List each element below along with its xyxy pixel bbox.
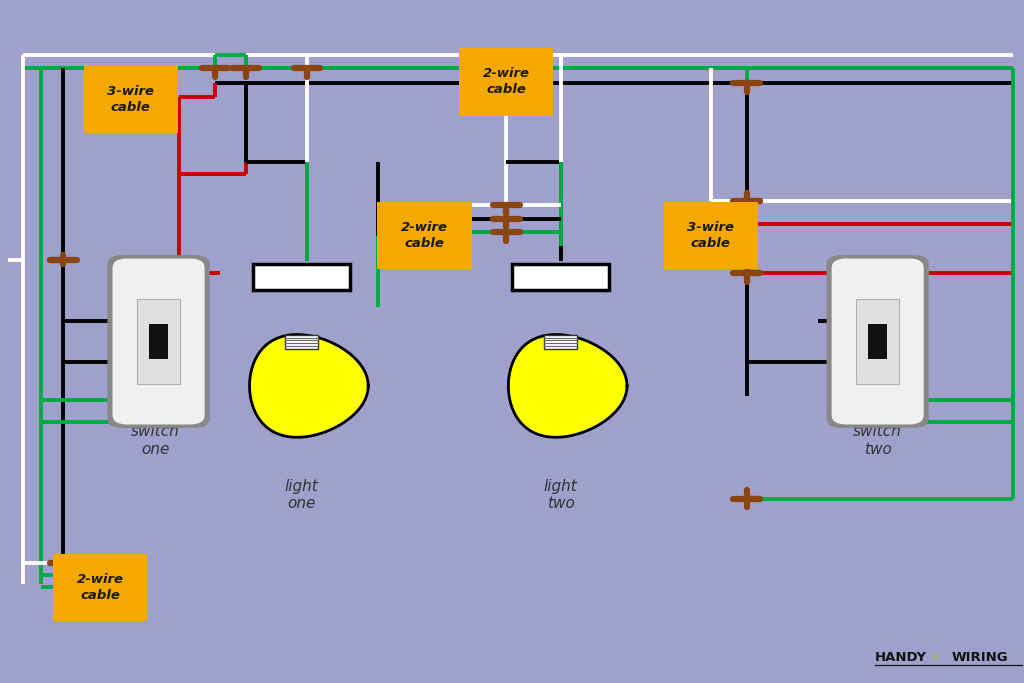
- Bar: [253, 264, 350, 290]
- Text: 3-wire
cable: 3-wire cable: [108, 85, 155, 113]
- Text: light
one: light one: [285, 479, 318, 512]
- FancyBboxPatch shape: [826, 255, 929, 428]
- Bar: [544, 335, 577, 349]
- Text: switch
two: switch two: [853, 424, 902, 457]
- Text: WIRING: WIRING: [951, 650, 1008, 664]
- Text: light
two: light two: [544, 479, 578, 512]
- Polygon shape: [250, 335, 369, 437]
- Polygon shape: [508, 335, 627, 437]
- Bar: [868, 324, 888, 359]
- Text: 3-wire
cable: 3-wire cable: [687, 221, 734, 250]
- Text: HANDY: HANDY: [874, 650, 927, 664]
- Text: 2-wire
cable: 2-wire cable: [483, 68, 529, 96]
- Text: 2-wire
cable: 2-wire cable: [401, 221, 449, 250]
- Text: ⚡: ⚡: [931, 650, 940, 664]
- Text: 2-wire
cable: 2-wire cable: [77, 573, 124, 602]
- FancyBboxPatch shape: [831, 259, 924, 425]
- FancyBboxPatch shape: [108, 255, 210, 428]
- FancyBboxPatch shape: [664, 202, 758, 269]
- Bar: [137, 299, 180, 384]
- FancyBboxPatch shape: [378, 202, 472, 269]
- FancyBboxPatch shape: [460, 48, 553, 115]
- Bar: [286, 335, 318, 349]
- FancyBboxPatch shape: [84, 65, 178, 133]
- Bar: [148, 324, 168, 359]
- Bar: [856, 299, 899, 384]
- Text: switch
one: switch one: [131, 424, 180, 457]
- Bar: [512, 264, 609, 290]
- FancyBboxPatch shape: [53, 553, 147, 622]
- FancyBboxPatch shape: [113, 259, 205, 425]
